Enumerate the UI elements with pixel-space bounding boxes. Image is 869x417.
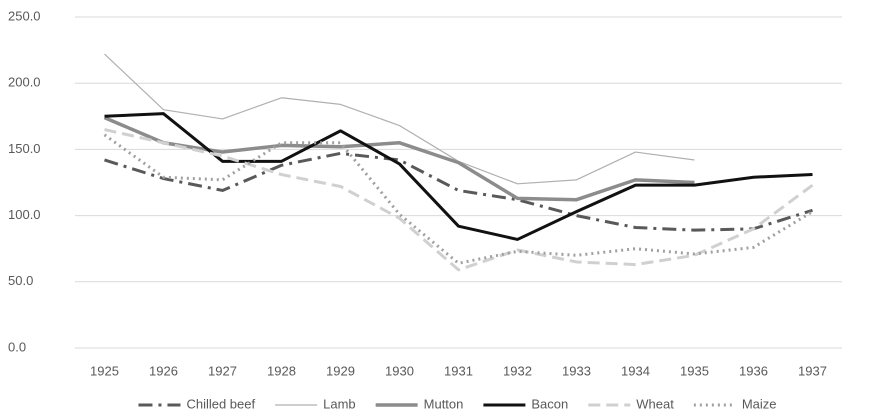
legend-label: Mutton: [424, 396, 464, 411]
x-tick-label: 1936: [739, 363, 768, 378]
legend-label: Chilled beef: [186, 396, 255, 411]
x-tick-label: 1931: [444, 363, 473, 378]
legend-label: Lamb: [323, 396, 356, 411]
x-tick-label: 1935: [680, 363, 709, 378]
y-tick-label: 200.0: [8, 75, 41, 90]
x-tick-label: 1928: [267, 363, 296, 378]
x-tick-label: 1926: [149, 363, 178, 378]
x-tick-label: 1932: [503, 363, 532, 378]
x-tick-label: 1925: [90, 363, 119, 378]
series-line: [103, 116, 695, 202]
legend-label: Bacon: [531, 396, 568, 411]
legend-label: Wheat: [636, 396, 674, 411]
series-line: [104, 128, 814, 272]
series-line: [104, 151, 813, 232]
x-tick-label: 1929: [326, 363, 355, 378]
x-tick-label: 1934: [621, 363, 650, 378]
series-line: [104, 53, 695, 185]
y-tick-label: 50.0: [8, 273, 33, 288]
y-tick-label: 100.0: [8, 207, 41, 222]
legend-label: Maize: [742, 396, 777, 411]
series-line: [104, 112, 813, 241]
series-line: [103, 133, 814, 265]
x-tick-label: 1927: [208, 363, 237, 378]
x-tick-label: 1930: [385, 363, 414, 378]
y-tick-label: 250.0: [8, 8, 41, 23]
x-tick-label: 1933: [562, 363, 591, 378]
x-tick-label: 1937: [798, 363, 827, 378]
y-tick-label: 0.0: [8, 339, 26, 354]
y-tick-label: 150.0: [8, 141, 41, 156]
